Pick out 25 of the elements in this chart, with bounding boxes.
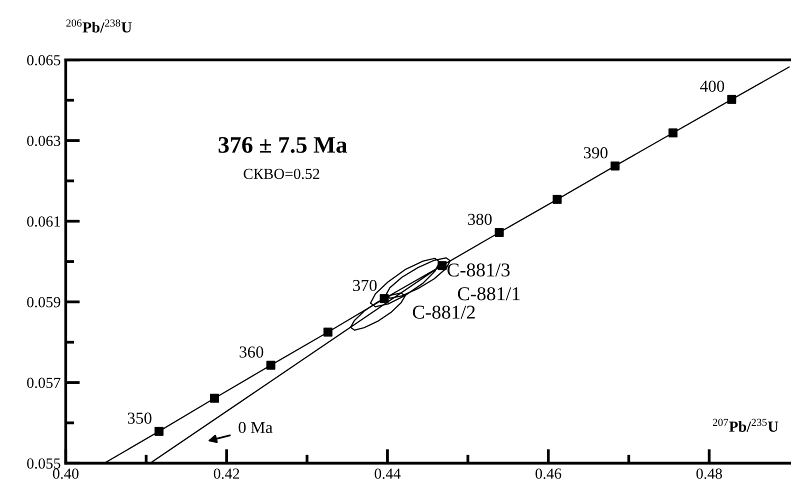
y-tick-label: 0.065 xyxy=(27,55,60,66)
x-axis-title: $^{207}$Pb/$^{235}$U xyxy=(712,418,778,432)
annotation: 350 xyxy=(128,412,152,424)
annotation: 0 Ma xyxy=(238,422,273,434)
x-tick-label: 0.44 xyxy=(374,468,401,479)
y-tick-label: 0.057 xyxy=(27,378,60,388)
annotation: СКВО=0.52 xyxy=(244,168,320,180)
x-tick-label: 0.42 xyxy=(214,468,240,479)
annotation: 380 xyxy=(468,214,492,225)
x-tick-label: 0.40 xyxy=(52,468,79,479)
y-tick-label: 0.063 xyxy=(27,136,60,146)
y-tick-label: 0.059 xyxy=(27,297,60,308)
annotation: 360 xyxy=(240,346,264,358)
annotation: 376 ± 7.5 Ma xyxy=(218,137,348,153)
x-tick-label: 0.48 xyxy=(696,468,722,479)
annotation: 370 xyxy=(353,280,377,292)
x-tick-label: 0.46 xyxy=(536,468,562,479)
series-label: C-881/3 xyxy=(447,263,510,277)
series-label: C-881/1 xyxy=(458,287,520,300)
annotation: 400 xyxy=(700,80,724,92)
y-tick-label: 0.055 xyxy=(27,458,60,469)
y-tick-label: 0.061 xyxy=(27,216,60,227)
y-axis-title: $^{206}$Pb/$^{238}$U xyxy=(66,19,132,33)
annotation: 390 xyxy=(584,147,608,158)
series-label: C-881/2 xyxy=(412,306,475,319)
